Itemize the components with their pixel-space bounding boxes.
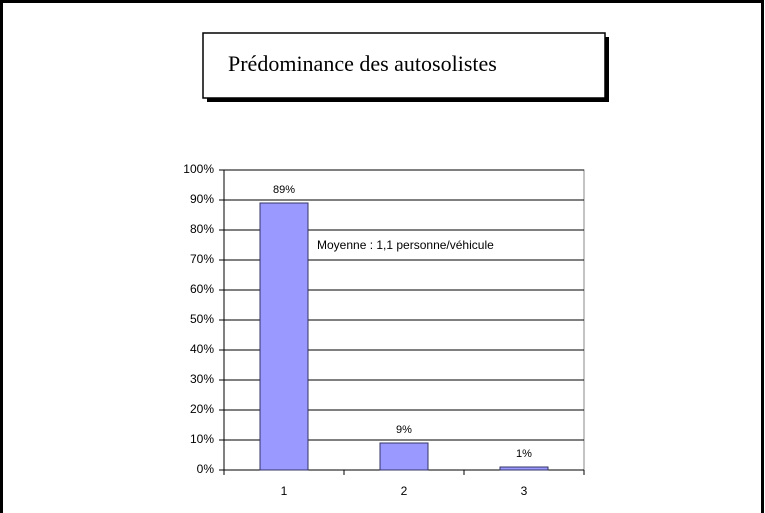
y-tick-label: 40% (190, 342, 214, 356)
y-tick-label: 90% (190, 192, 214, 206)
y-tick-label: 70% (190, 252, 214, 266)
chart-title: Prédominance des autosolistes (228, 51, 497, 76)
annotation-bg (314, 235, 562, 257)
x-tick-label: 2 (401, 484, 408, 498)
y-tick-label: 20% (190, 402, 214, 416)
bar (499, 466, 549, 471)
bar (259, 202, 309, 471)
y-tick-label: 100% (183, 162, 214, 176)
annotation: Moyenne : 1,1 personne/véhicule (317, 238, 494, 252)
y-tick-label: 60% (190, 282, 214, 296)
bar (379, 442, 429, 471)
title-box (202, 32, 606, 99)
y-tick-label: 0% (197, 462, 215, 476)
y-tick-label: 50% (190, 312, 214, 326)
y-tick-label: 30% (190, 372, 214, 386)
y-tick-label: 80% (190, 222, 214, 236)
y-tick-label: 10% (190, 432, 214, 446)
x-tick-label: 3 (521, 484, 528, 498)
x-tick-label: 1 (281, 484, 288, 498)
data-label: 9% (396, 424, 412, 436)
data-label: 89% (273, 184, 295, 196)
data-label: 1% (516, 448, 532, 460)
